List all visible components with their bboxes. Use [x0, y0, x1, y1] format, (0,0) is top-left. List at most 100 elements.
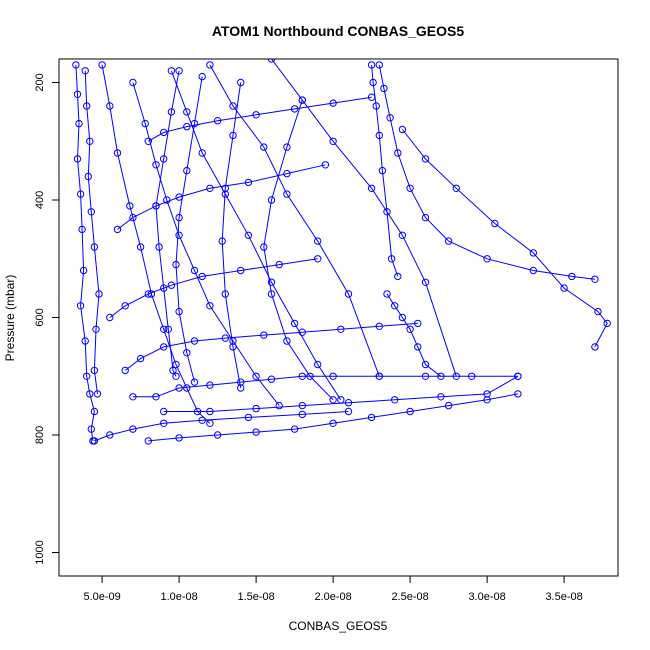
- x-tick-label: 3.0e-08: [468, 591, 505, 603]
- data-point: [252, 404, 260, 413]
- data-point: [93, 390, 102, 398]
- data-point: [594, 307, 602, 316]
- plot-frame: [58, 58, 619, 577]
- data-point: [86, 390, 94, 398]
- y-axis: 200 400 600 800 1000: [34, 73, 59, 565]
- data-point: [260, 331, 268, 339]
- data-point: [529, 249, 537, 257]
- data-point: [90, 437, 99, 445]
- data-point: [164, 325, 173, 333]
- x-axis-label: CONBAS_GEOS5: [289, 619, 388, 633]
- series-line: [209, 64, 380, 377]
- x-tick-label: 2.5e-08: [391, 591, 428, 603]
- data-point: [252, 372, 260, 380]
- data-point: [198, 149, 206, 157]
- data-point: [369, 78, 377, 87]
- y-tick-label: 1000: [34, 540, 46, 564]
- data-point: [244, 178, 253, 187]
- data-point: [95, 290, 103, 298]
- data-point: [421, 155, 430, 163]
- data-point: [394, 272, 402, 281]
- data-point: [383, 290, 391, 298]
- data-point: [175, 231, 183, 240]
- data-point: [167, 108, 176, 116]
- data-point: [252, 111, 260, 119]
- data-point: [136, 243, 145, 251]
- y-axis-label: Pressure (mbar): [3, 275, 17, 362]
- data-point: [483, 255, 491, 263]
- data-point: [106, 102, 114, 110]
- y-tick-label: 800: [34, 426, 46, 444]
- data-point: [83, 372, 91, 380]
- data-point: [406, 407, 414, 416]
- series-line: [124, 322, 418, 371]
- data-point: [275, 260, 283, 269]
- data-point: [298, 401, 306, 410]
- data-point: [260, 243, 268, 251]
- series-line: [221, 82, 242, 389]
- y-tick-label: 200: [34, 73, 46, 91]
- data-point: [221, 334, 230, 342]
- data-point: [394, 149, 402, 157]
- data-point: [267, 196, 276, 204]
- data-point: [237, 78, 245, 87]
- data-point: [136, 354, 145, 363]
- data-point: [375, 372, 383, 380]
- data-point: [267, 278, 276, 286]
- data-point: [167, 67, 176, 75]
- series-line: [378, 64, 595, 280]
- series-line: [263, 99, 334, 401]
- data-point: [129, 425, 137, 433]
- data-point: [314, 255, 322, 263]
- data-point: [321, 161, 330, 169]
- data-point: [78, 225, 86, 234]
- series-line: [402, 129, 608, 348]
- data-point: [252, 428, 260, 436]
- y-tick-label: 600: [34, 308, 46, 326]
- data-point: [267, 375, 276, 383]
- data-point: [314, 237, 322, 245]
- data-point: [375, 131, 383, 140]
- data-point: [283, 190, 291, 198]
- data-point: [468, 372, 476, 380]
- data-point: [260, 143, 268, 151]
- data-point: [129, 213, 137, 222]
- data-point: [275, 401, 283, 410]
- data-point: [141, 119, 149, 128]
- data-point: [267, 59, 276, 63]
- data-point: [391, 302, 399, 310]
- data-point: [206, 407, 214, 416]
- data-point: [290, 425, 299, 433]
- series-line: [101, 64, 211, 424]
- data-point: [160, 407, 168, 416]
- data-point: [144, 137, 153, 146]
- data-point: [483, 396, 491, 404]
- data-point: [603, 319, 611, 328]
- series-line: [170, 70, 342, 401]
- data-point: [183, 108, 191, 116]
- y-tick-label: 400: [34, 191, 46, 209]
- data-point: [344, 399, 353, 407]
- series-line: [132, 375, 518, 398]
- data-point: [206, 302, 214, 310]
- data-point: [90, 243, 99, 251]
- data-point: [76, 190, 85, 198]
- data-point: [244, 413, 253, 422]
- data-point: [344, 407, 353, 416]
- data-point: [75, 119, 83, 128]
- data-point: [73, 90, 82, 99]
- data-point: [367, 413, 376, 422]
- data-point: [283, 337, 291, 345]
- data-point: [163, 196, 171, 204]
- data-point: [378, 166, 387, 175]
- data-point: [367, 61, 376, 69]
- data-point: [206, 184, 214, 193]
- data-point: [452, 184, 460, 193]
- data-point: [437, 372, 445, 380]
- data-point: [386, 114, 394, 122]
- data-point: [421, 278, 430, 286]
- data-point: [398, 231, 407, 240]
- data-point: [398, 125, 407, 134]
- series-line: [94, 411, 349, 442]
- data-point: [529, 266, 537, 275]
